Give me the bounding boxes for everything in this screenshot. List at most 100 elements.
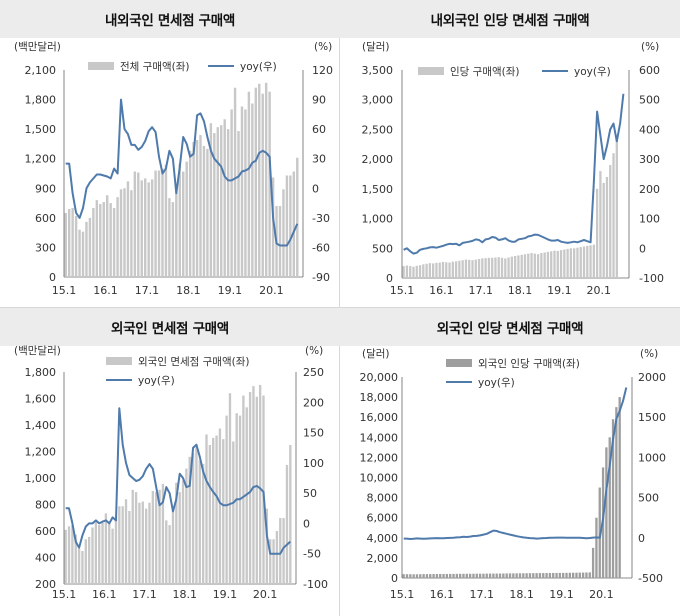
legend-line-label: yoy(우) — [138, 375, 175, 387]
bar — [523, 254, 527, 278]
legend-bar-swatch — [106, 357, 132, 365]
right-tick-label: -60 — [312, 241, 330, 254]
bar — [126, 181, 130, 277]
bar — [144, 178, 147, 277]
right-tick-label: 0 — [638, 532, 645, 545]
left-unit-label: (백만달러) — [14, 345, 61, 357]
bar — [482, 573, 485, 578]
bar — [230, 109, 233, 277]
left-unit-label: (달러) — [362, 348, 390, 360]
bar — [222, 439, 225, 584]
right-tick-label: 120 — [312, 64, 333, 77]
left-tick-label: 1,400 — [25, 419, 57, 432]
bar — [555, 572, 558, 578]
right-tick-label: 500 — [639, 94, 660, 107]
left-tick-label: 600 — [35, 212, 56, 225]
chart-foreign-sales: 1,800 1,600 1,400 1,200 1,000 800 600 400 200 250… — [14, 345, 328, 601]
bar — [141, 501, 144, 584]
bar — [84, 539, 87, 584]
bar — [568, 572, 572, 578]
left-tick-label: 10,000 — [360, 472, 399, 485]
bar — [130, 190, 133, 277]
bar — [168, 198, 171, 277]
legend-bar-label: 외국인 인당 구매액(좌) — [478, 358, 580, 370]
left-tick-label: 1,200 — [25, 153, 57, 166]
bar — [588, 572, 591, 578]
bar — [552, 572, 555, 578]
bar — [615, 135, 618, 278]
bar — [64, 212, 67, 277]
bar — [439, 573, 442, 578]
right-tick-label: 30 — [312, 153, 326, 166]
bar — [409, 574, 412, 578]
bar — [542, 573, 545, 578]
bar — [206, 148, 209, 277]
x-tick-label: 20.1 — [259, 284, 284, 297]
bar — [191, 453, 195, 584]
left-unit-label: (백만달러) — [14, 41, 61, 53]
x-tick-label: 15.1 — [52, 588, 77, 601]
bar — [148, 502, 151, 584]
x-tick-label: 20.1 — [587, 284, 612, 297]
right-unit-label: (%) — [641, 41, 659, 53]
bar — [581, 572, 585, 578]
bar — [481, 258, 484, 278]
bar — [425, 263, 428, 278]
bar — [543, 252, 546, 278]
bar — [575, 572, 578, 578]
bar — [605, 447, 608, 578]
legend-bar-swatch — [446, 359, 472, 367]
bar — [95, 200, 99, 277]
bar — [418, 265, 422, 278]
bar — [81, 551, 84, 584]
bar — [500, 257, 504, 278]
bar — [445, 573, 449, 578]
bar — [525, 573, 528, 578]
bar — [209, 123, 213, 277]
bar — [461, 260, 464, 278]
bar — [608, 437, 611, 578]
left-tick-label: 16,000 — [360, 411, 399, 424]
bar — [571, 572, 575, 578]
bar — [559, 250, 563, 278]
bar — [285, 175, 289, 277]
bar — [576, 247, 579, 278]
bar — [216, 127, 219, 278]
bar — [448, 262, 451, 278]
bar — [510, 256, 514, 278]
bar — [155, 492, 158, 584]
bar — [484, 258, 487, 278]
bar — [185, 161, 188, 277]
x-tick-label: 17.1 — [132, 588, 157, 601]
bar — [71, 525, 74, 584]
panel-per-capita: 내외국인 인당 면세점 구매액 3,500 3,000 2,500 2,000 1,50… — [340, 0, 680, 308]
right-tick-label: 200 — [639, 183, 660, 196]
x-tick-label: 18.1 — [172, 588, 197, 601]
bar — [445, 262, 448, 278]
bar — [492, 573, 495, 578]
bar — [515, 573, 518, 578]
bar — [144, 508, 148, 584]
bar — [181, 480, 185, 584]
bar — [478, 573, 482, 578]
left-tick-label: 2,500 — [362, 123, 394, 136]
x-tick-label: 16.1 — [429, 284, 454, 297]
bar — [282, 189, 285, 277]
bar — [562, 572, 565, 578]
bar — [435, 574, 439, 578]
bar — [518, 573, 522, 578]
x-tick-label: 19.1 — [218, 284, 243, 297]
bar — [264, 82, 268, 277]
bar — [272, 539, 275, 584]
bar — [140, 180, 143, 277]
right-tick-label: 90 — [312, 94, 326, 107]
x-tick-label: 18.1 — [509, 588, 534, 601]
bar — [498, 573, 502, 578]
bar — [535, 573, 538, 578]
bar — [465, 573, 468, 578]
bar — [419, 574, 422, 578]
right-tick-label: -50 — [303, 548, 321, 561]
x-tick-label: 16.1 — [430, 588, 455, 601]
bar — [134, 492, 138, 584]
bar — [452, 573, 455, 578]
